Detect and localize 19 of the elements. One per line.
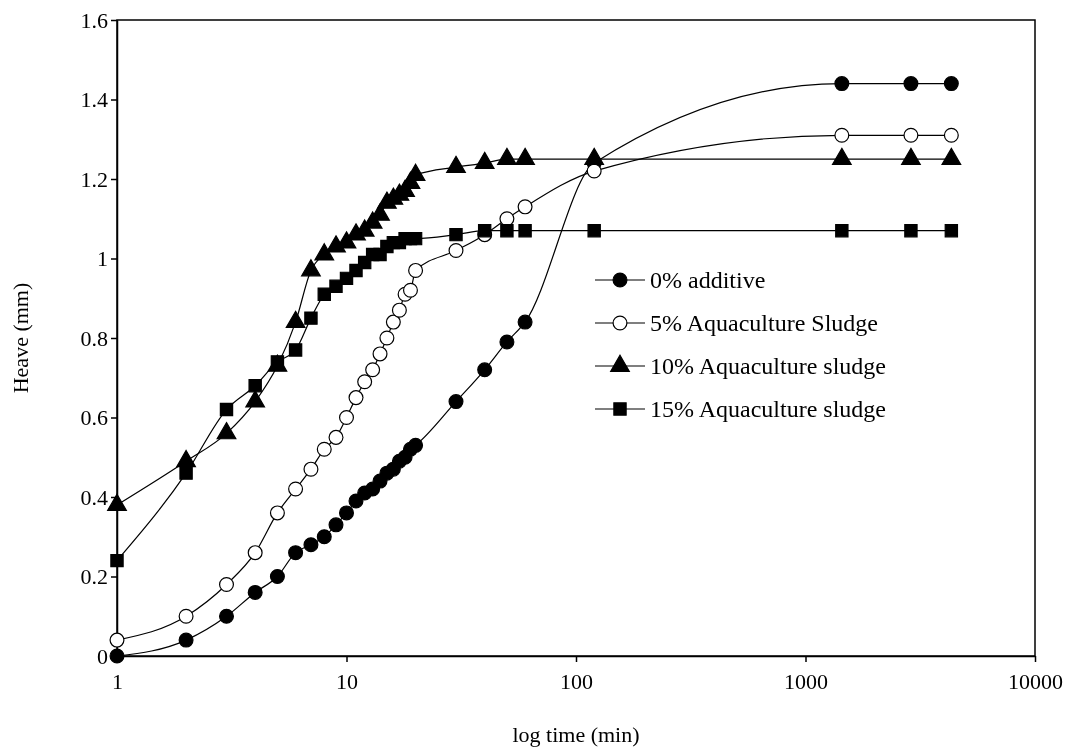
y-tick-label: 1.4 [80,87,108,113]
x-tick-label: 10000 [1008,669,1063,695]
legend-label: 5% Aquaculture Sludge [650,310,878,337]
x-tick-label: 10 [336,669,358,695]
y-tick-label: 0.6 [80,405,108,431]
legend-label: 0% additive [650,267,766,294]
y-tick-label: 0.8 [80,325,108,351]
x-axis-title: log time (min) [512,722,640,747]
legend-label: 10% Aquaculture sludge [650,353,886,380]
y-tick-label: 0.4 [80,484,108,510]
y-tick-label: 1.6 [80,7,108,33]
y-tick-label: 1.2 [80,166,108,192]
y-tick-label: 0.2 [80,564,108,590]
x-tick-label: 100 [560,669,593,695]
y-axis-title: Heave (mm) [8,282,33,394]
y-tick-label: 1 [97,246,108,272]
y-tick-label: 0 [97,643,108,669]
x-tick-label: 1000 [784,669,828,695]
legend-label: 15% Aquaculture sludge [650,396,886,423]
